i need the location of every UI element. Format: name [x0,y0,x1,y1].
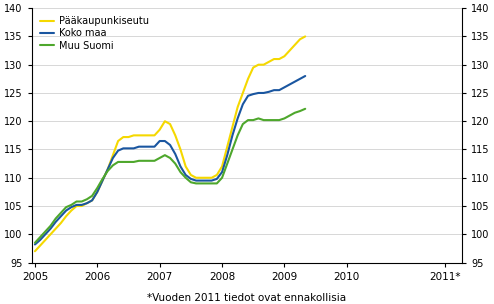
Pääkaupunkiseutu [204,176,209,180]
Line: Koko maa: Koko maa [35,76,305,244]
Muu Suomi [271,118,277,122]
Pääkaupunkiseutu [271,57,277,61]
Koko maa [188,177,194,181]
Koko maa [105,168,111,171]
Muu Suomi [204,181,209,185]
Pääkaupunkiseutu [193,176,199,180]
Koko maa [204,179,209,182]
Pääkaupunkiseutu [105,168,111,171]
Muu Suomi [240,122,246,126]
Muu Suomi [188,181,194,184]
Muu Suomi [32,241,38,245]
Koko maa [193,179,199,182]
Pääkaupunkiseutu [240,91,246,95]
Pääkaupunkiseutu [32,250,38,253]
Text: *Vuoden 2011 tiedot ovat ennakollisia: *Vuoden 2011 tiedot ovat ennakollisia [147,293,347,303]
Muu Suomi [302,107,308,111]
Line: Muu Suomi: Muu Suomi [35,109,305,243]
Koko maa [271,88,277,92]
Koko maa [240,102,246,106]
Line: Pääkaupunkiseutu: Pääkaupunkiseutu [35,36,305,251]
Koko maa [302,74,308,78]
Pääkaupunkiseutu [302,35,308,38]
Muu Suomi [105,169,111,173]
Koko maa [32,243,38,246]
Legend: Pääkaupunkiseutu, Koko maa, Muu Suomi: Pääkaupunkiseutu, Koko maa, Muu Suomi [37,13,152,54]
Muu Suomi [193,181,199,185]
Pääkaupunkiseutu [188,173,194,177]
